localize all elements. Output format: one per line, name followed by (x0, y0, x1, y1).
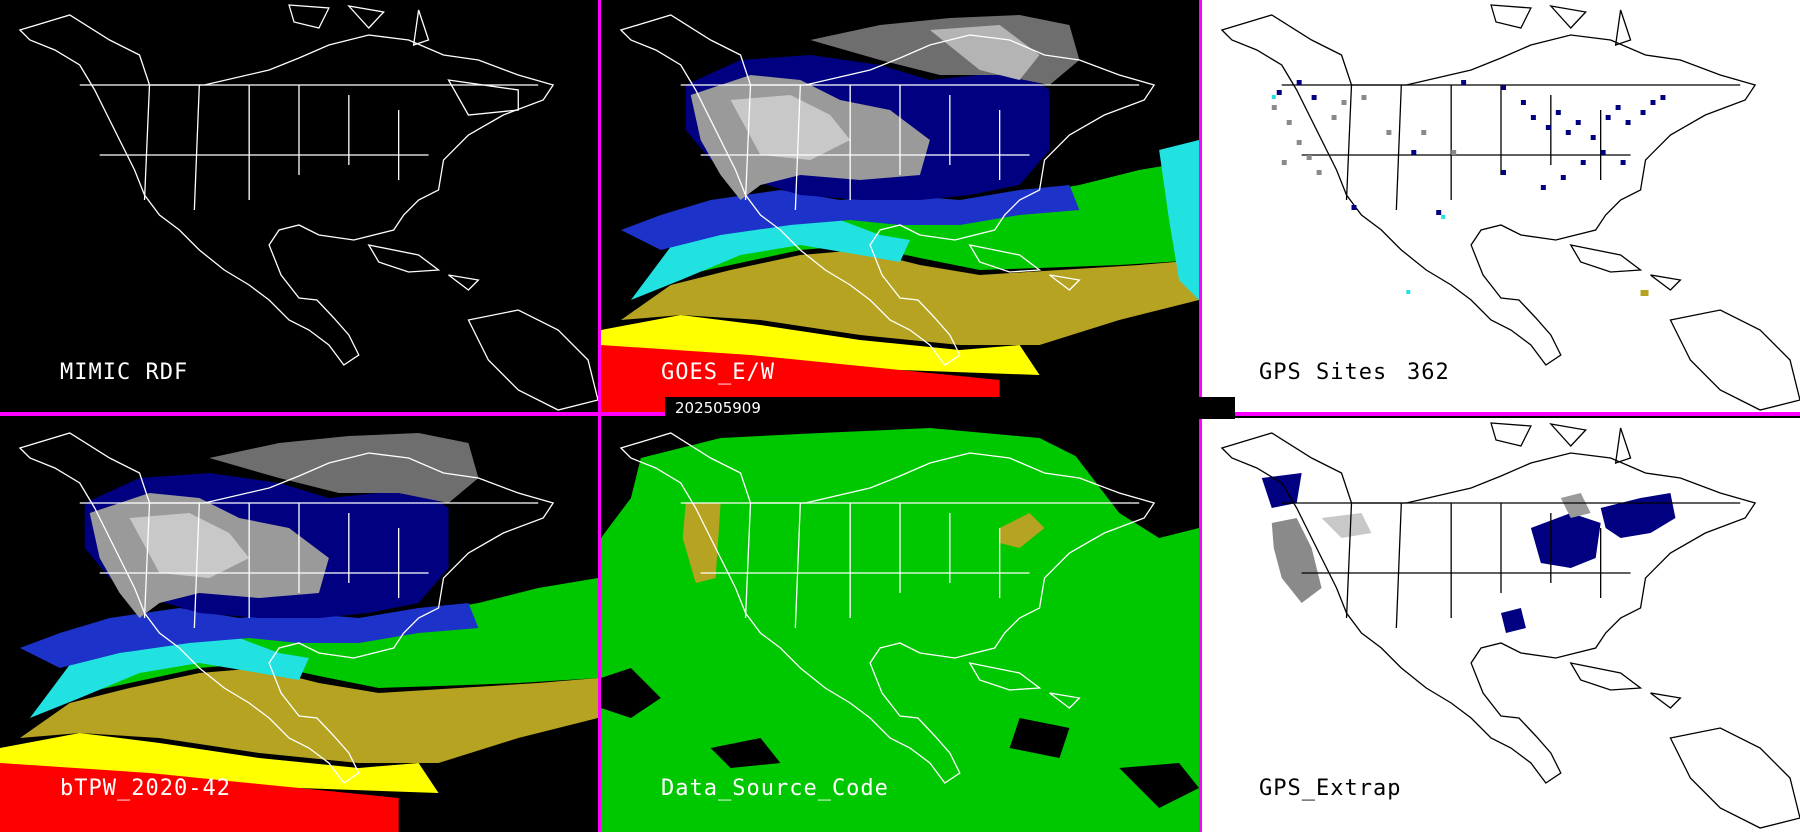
map-goes-ew (601, 14, 1199, 412)
panel-label: bTPW_2020-42 (60, 776, 231, 801)
panel-label: GOES_E/W (661, 360, 775, 385)
panel-btpw: bTPW_2020-42 (0, 418, 598, 832)
map-gps-sites (1220, 4, 1800, 411)
panel-data-source-code: Data_Source_Code (601, 418, 1199, 832)
panel-gps-extrap: GPS_Extrap (1202, 418, 1800, 832)
map-gps-extrap (1220, 422, 1800, 829)
map-data-source-code (601, 428, 1199, 832)
panel-label: MIMIC RDF (60, 360, 189, 385)
timestamp-label: 202505909 (665, 397, 1235, 419)
panel-label: GPS Sites (1259, 360, 1388, 385)
panel-label: Data_Source_Code (661, 776, 889, 801)
gps-site-count: 362 (1407, 360, 1450, 385)
panel-label: GPS_Extrap (1259, 776, 1402, 801)
panel-gps-sites: GPS Sites 362 (1202, 0, 1800, 412)
panel-goes-ew: GOES_E/W (601, 0, 1199, 412)
divider-vertical-left (598, 0, 601, 832)
map-btpw (0, 432, 598, 832)
map-mimic-rdf (18, 4, 598, 411)
panel-mimic-rdf: MIMIC RDF (0, 0, 598, 412)
